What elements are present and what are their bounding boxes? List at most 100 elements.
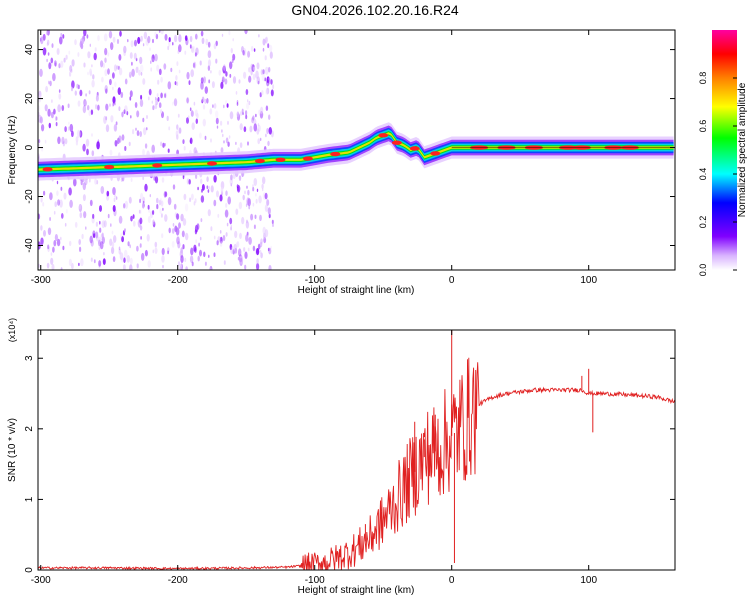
- noise-speck: [232, 38, 234, 42]
- noise-speck: [157, 97, 160, 102]
- noise-speck: [51, 99, 53, 103]
- bottom-x-tick-label: -100: [305, 575, 325, 586]
- noise-speck: [180, 263, 183, 268]
- noise-speck: [104, 47, 108, 56]
- noise-speck: [200, 218, 203, 223]
- noise-speck: [43, 190, 46, 196]
- noise-speck: [69, 240, 72, 247]
- noise-speck: [54, 62, 57, 67]
- noise-speck: [178, 69, 181, 74]
- bottom-y-axis-label: SNR (10 * v/v): [7, 418, 18, 482]
- noise-speck: [179, 265, 183, 270]
- noise-speck: [110, 115, 114, 123]
- noise-speck: [260, 106, 264, 114]
- noise-speck: [188, 80, 191, 85]
- noise-speck: [163, 191, 167, 198]
- noise-speck: [213, 43, 217, 50]
- noise-speck: [199, 60, 202, 66]
- noise-speck: [265, 133, 267, 138]
- noise-speck: [212, 104, 214, 108]
- noise-speck: [95, 221, 98, 227]
- noise-speck: [64, 126, 67, 133]
- noise-speck: [227, 120, 229, 125]
- noise-speck: [230, 174, 233, 181]
- noise-speck: [124, 228, 126, 233]
- noise-speck: [184, 203, 189, 212]
- noise-speck: [115, 196, 118, 200]
- noise-speck: [192, 62, 196, 68]
- noise-speck: [161, 255, 165, 263]
- noise-speck: [38, 263, 40, 268]
- noise-speck: [100, 60, 104, 68]
- noise-speck: [144, 249, 148, 257]
- noise-speck: [238, 175, 242, 181]
- noise-speck: [107, 52, 110, 57]
- noise-speck: [75, 136, 79, 143]
- noise-speck: [202, 118, 206, 127]
- noise-speck: [172, 42, 174, 46]
- noise-speck: [129, 90, 133, 98]
- noise-speck: [197, 186, 199, 191]
- noise-speck: [239, 258, 243, 266]
- ridge-hotspot: [207, 161, 217, 166]
- noise-speck: [260, 137, 262, 141]
- noise-speck: [111, 230, 114, 235]
- noise-speck: [111, 241, 115, 248]
- noise-speck: [183, 193, 187, 201]
- noise-speck: [164, 143, 166, 147]
- noise-speck: [161, 177, 165, 183]
- noise-speck: [271, 219, 274, 225]
- noise-speck: [39, 116, 43, 124]
- noise-speck: [49, 217, 51, 221]
- bottom-x-tick-label: 100: [580, 575, 597, 586]
- noise-speck: [136, 130, 140, 137]
- noise-speck: [101, 220, 106, 229]
- noise-speck: [182, 175, 185, 180]
- bottom-x-tick-label: -300: [31, 575, 51, 586]
- noise-speck: [167, 197, 172, 206]
- noise-speck: [255, 70, 259, 79]
- noise-speck: [248, 75, 252, 83]
- noise-speck: [83, 30, 87, 37]
- noise-speck: [216, 190, 219, 198]
- noise-speck: [178, 34, 182, 43]
- noise-speck: [236, 111, 240, 118]
- noise-speck: [254, 214, 257, 219]
- noise-speck: [256, 262, 260, 270]
- noise-speck: [137, 36, 141, 45]
- noise-speck: [160, 92, 163, 99]
- noise-speck: [117, 137, 120, 144]
- noise-speck: [187, 115, 190, 120]
- noise-speck: [112, 102, 115, 107]
- noise-speck: [164, 93, 167, 98]
- noise-speck: [109, 78, 112, 86]
- noise-speck: [142, 148, 145, 156]
- noise-speck: [267, 43, 270, 49]
- noise-speck: [265, 89, 268, 95]
- noise-speck: [256, 248, 260, 256]
- noise-speck: [162, 207, 164, 211]
- noise-speck: [167, 250, 169, 255]
- noise-speck: [197, 255, 200, 262]
- noise-speck: [268, 127, 272, 135]
- ridge-hotspot: [302, 156, 313, 161]
- noise-speck: [196, 113, 199, 119]
- noise-speck: [148, 88, 152, 96]
- noise-speck: [130, 178, 133, 182]
- top-x-tick-label: 0: [449, 275, 455, 286]
- noise-speck: [195, 118, 198, 124]
- noise-speck: [244, 30, 248, 35]
- noise-speck: [256, 62, 260, 70]
- noise-speck: [225, 137, 229, 144]
- noise-speck: [108, 30, 113, 39]
- noise-speck: [239, 232, 242, 239]
- noise-speck: [121, 255, 124, 263]
- noise-speck: [47, 108, 51, 117]
- noise-speck: [264, 55, 267, 61]
- noise-speck: [257, 123, 260, 127]
- noise-speck: [220, 81, 224, 89]
- noise-speck: [247, 99, 249, 103]
- noise-speck: [207, 189, 210, 193]
- noise-speck: [132, 214, 135, 219]
- noise-speck: [189, 107, 192, 112]
